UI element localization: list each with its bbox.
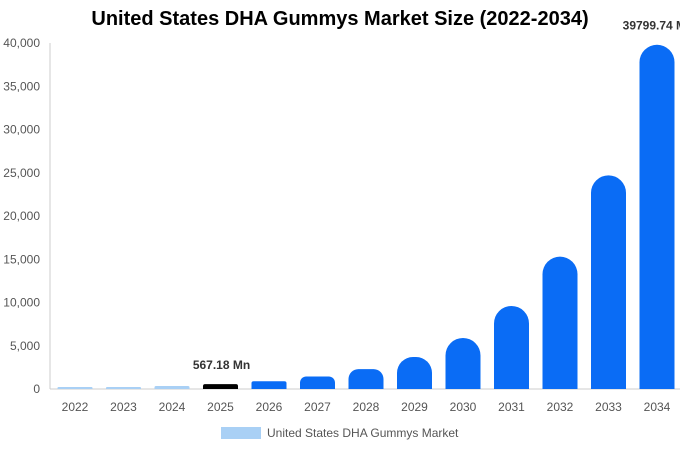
x-tick-label: 2034 [644,400,671,414]
y-tick-label: 5,000 [10,339,40,353]
bar-2027 [300,376,335,389]
legend: United States DHA Gummys Market [221,426,458,440]
x-tick-label: 2027 [304,400,331,414]
x-tick-label: 2032 [547,400,574,414]
x-tick-label: 2033 [595,400,622,414]
x-tick-label: 2026 [256,400,283,414]
bar-2028 [348,369,384,389]
x-tick-label: 2031 [498,400,525,414]
bar-2029 [397,356,432,389]
bar-2032 [542,256,578,389]
bar-2024 [154,385,190,389]
bar-2023 [106,387,141,389]
x-tick-label: 2025 [207,400,234,414]
legend-label: United States DHA Gummys Market [267,426,459,440]
data-label-2034: 39799.74 Mn [623,19,680,33]
bar-2030 [445,337,481,389]
bar-2033 [591,175,626,389]
data-labels: 567.18 Mn 39799.74 Mn [193,19,680,372]
x-tick-label: 2029 [401,400,428,414]
legend-swatch [221,427,261,439]
y-axis: 0 5,000 10,000 15,000 20,000 25,000 30,000 35,0… [3,36,51,396]
y-tick-label: 40,000 [3,36,40,50]
bars [57,44,675,390]
chart-title: United States DHA Gummys Market Size (20… [91,8,589,30]
data-label-2025: 567.18 Mn [193,358,250,372]
bar-2034 [639,44,675,390]
bar-2026 [251,381,287,389]
x-tick-label: 2028 [353,400,380,414]
x-tick-label: 2030 [450,400,477,414]
x-axis: 2022 2023 2024 2025 2026 2027 2028 2029 2030 2031… [50,388,680,414]
y-tick-label: 30,000 [3,123,40,137]
bar-2031 [494,305,529,389]
y-tick-label: 10,000 [3,296,40,310]
y-tick-label: 35,000 [3,79,40,93]
y-tick-label: 0 [33,382,40,396]
bar-2022 [57,387,93,389]
x-tick-label: 2024 [159,400,186,414]
bar-2025 [203,384,238,389]
x-tick-label: 2022 [62,400,89,414]
x-tick-label: 2023 [110,400,137,414]
y-tick-label: 15,000 [3,252,40,266]
y-tick-label: 20,000 [3,209,40,223]
y-tick-label: 25,000 [3,166,40,180]
